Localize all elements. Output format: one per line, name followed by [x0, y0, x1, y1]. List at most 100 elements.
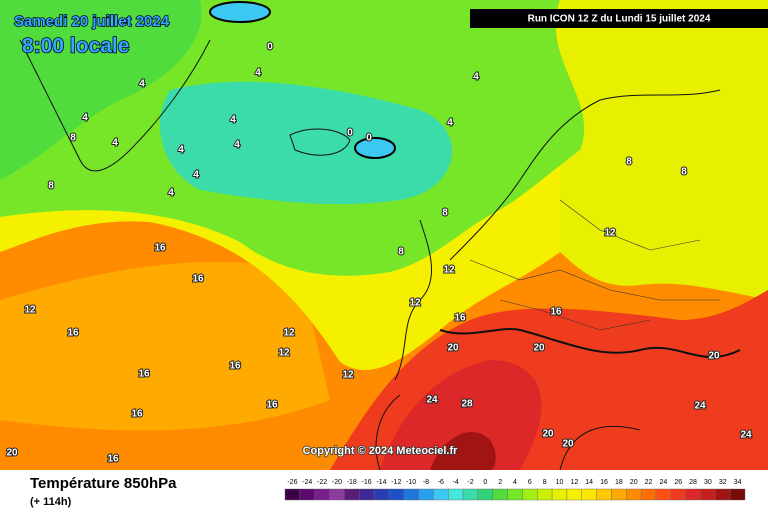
legend-swatch	[537, 488, 553, 501]
legend-label: 4	[513, 479, 517, 486]
legend-swatch	[507, 488, 523, 501]
contour-label: 12	[604, 228, 616, 239]
contour-label: 0	[366, 133, 372, 144]
legend-label: -8	[423, 479, 429, 486]
legend-label: 32	[719, 479, 727, 486]
contour-label: 16	[550, 307, 562, 318]
contour-label: 4	[193, 170, 199, 181]
legend-label: 14	[585, 479, 593, 486]
legend-label: 34	[734, 479, 742, 486]
legend-swatch	[729, 488, 746, 501]
legend-label: -14	[376, 479, 386, 486]
legend-swatch	[626, 488, 642, 501]
contour-label: 0	[347, 128, 353, 139]
legend-label: 26	[674, 479, 682, 486]
legend-label: -24	[302, 479, 312, 486]
legend-swatch	[403, 488, 419, 501]
contour-label: 16	[67, 328, 79, 339]
legend-label: 30	[704, 479, 712, 486]
legend-swatch	[492, 488, 508, 501]
date: Samedi 20 juillet 2024	[14, 13, 170, 30]
contour-label: 12	[24, 305, 36, 316]
color-legend: -26 -24 -22 -20 -18 -16 -14 -12 -10 -8 -6 -4 -2 0 2 4 6 8…	[284, 479, 746, 501]
legend-swatch	[358, 488, 375, 501]
contour-label: 4	[447, 118, 453, 129]
legend-label: 24	[659, 479, 667, 486]
legend-swatch	[284, 488, 301, 501]
contour-label: 12	[283, 328, 295, 339]
forecast-lead: (+ 114h)	[30, 496, 72, 508]
border	[469, 199, 720, 331]
legend-label: 0	[483, 479, 487, 486]
contour-label: 20	[542, 429, 554, 440]
contour-label: 4	[255, 68, 261, 79]
coastline	[439, 328, 741, 359]
legend-swatch	[314, 488, 330, 501]
contour-label: 16	[138, 369, 150, 380]
legend-label: 2	[498, 479, 502, 486]
legend-label: 12	[570, 479, 578, 486]
legend-label: -6	[438, 479, 444, 486]
legend-swatch	[566, 488, 582, 501]
legend-swatch	[448, 488, 464, 501]
contour-label: 12	[278, 348, 290, 359]
contour-label: 8	[70, 133, 76, 144]
contour-label: 16	[192, 274, 204, 285]
legend-label: 22	[645, 479, 653, 486]
contour-label: 20	[562, 439, 574, 450]
legend-label: -18	[347, 479, 357, 486]
legend-label: 16	[600, 479, 608, 486]
contour-labels: 4 4 4 4 4 4 4 4 4 4 4 0 0 0 8 8 8 8 8 8 12 12 12 12 12 12 16 16 16 16…	[5, 41, 753, 466]
legend-swatch	[522, 488, 538, 501]
temp-zone	[0, 0, 202, 180]
legend-swatch	[670, 488, 686, 501]
temp-zone	[560, 0, 768, 300]
legend-label: 6	[528, 479, 532, 486]
contour-label: 24	[740, 430, 752, 441]
contour-label: 4	[112, 138, 118, 149]
contour-label: 28	[461, 399, 473, 410]
contour-label: 16	[107, 454, 119, 465]
contour-label: 8	[48, 181, 54, 192]
legend-label: 18	[615, 479, 623, 486]
map: 4 4 4 4 4 4 4 4 4 4 4 0 0 0 8 8 8 8 8 8 12 12 12 12 12 12 16 16 16 16…	[0, 0, 768, 471]
copyright: Copyright © 2024 Meteociel.fr	[303, 445, 459, 457]
coastline	[289, 128, 351, 156]
legend-swatch	[433, 488, 449, 501]
cold-pocket	[354, 137, 396, 159]
legend-label: 10	[556, 479, 564, 486]
contour-label: 4	[82, 113, 88, 124]
legend-label: -12	[391, 479, 401, 486]
contour-label: 4	[230, 115, 236, 126]
temp-zone	[160, 81, 453, 205]
contour-label: 4	[234, 140, 240, 151]
legend-label: -4	[453, 479, 459, 486]
local-time: 8:00 locale	[22, 35, 129, 58]
legend-swatch	[581, 488, 597, 501]
contour-label: 12	[342, 370, 354, 381]
legend-swatch	[418, 488, 434, 501]
temp-zone	[0, 261, 330, 431]
legend-swatch	[611, 488, 627, 501]
legend-label: -16	[362, 479, 372, 486]
contour-label: 20	[533, 343, 545, 354]
legend-swatch	[329, 488, 345, 501]
legend-swatch	[715, 488, 731, 501]
contour-label: 4	[139, 79, 145, 90]
contour-label: 4	[178, 145, 184, 156]
legend-swatch	[477, 488, 493, 501]
legend-swatch	[373, 488, 390, 501]
contour-label: 4	[473, 72, 479, 83]
contour-label: 4	[168, 188, 174, 199]
contour-label: 24	[426, 395, 438, 406]
legend-label: -10	[406, 479, 416, 486]
coastline	[19, 39, 211, 172]
legend-label: 20	[630, 479, 638, 486]
temp-zone	[430, 431, 496, 470]
coastline	[394, 89, 721, 381]
legend-label: -22	[317, 479, 327, 486]
contour-label: 8	[626, 157, 632, 168]
temp-zone	[380, 360, 542, 470]
contour-label: 16	[454, 313, 466, 324]
legend-swatch	[596, 488, 612, 501]
